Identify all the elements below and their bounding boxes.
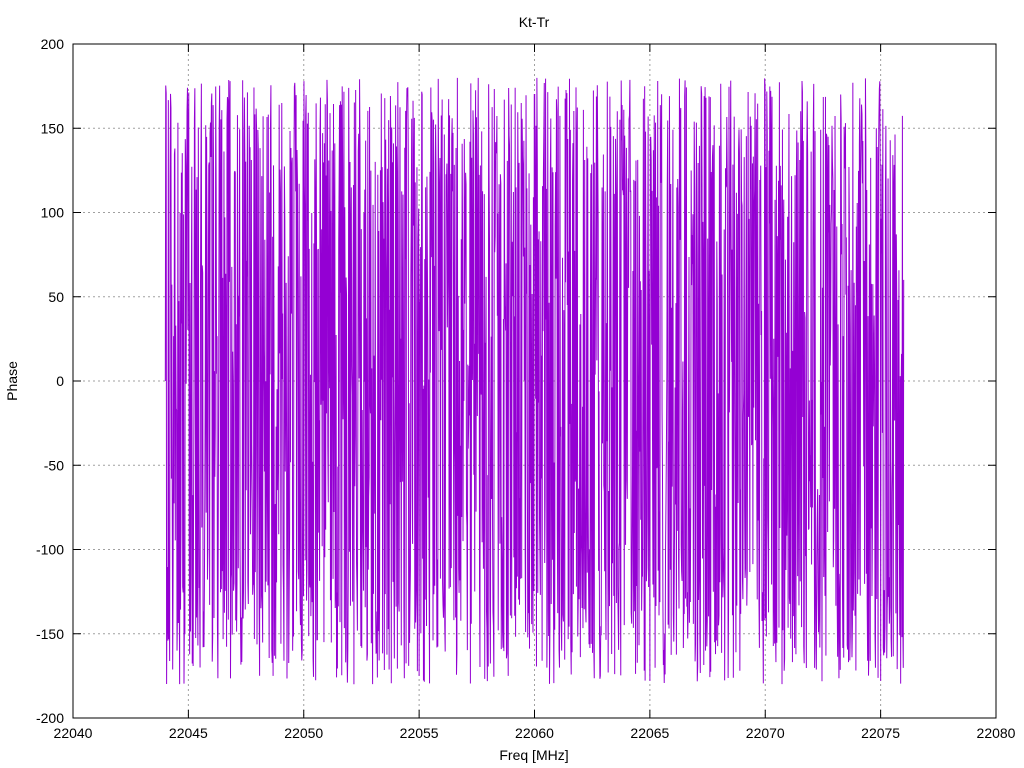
x-tick-label: 22060 — [515, 725, 554, 741]
y-tick-label: -150 — [36, 626, 64, 642]
chart-title: Kt-Tr — [519, 14, 550, 30]
x-axis-label: Freq [MHz] — [499, 747, 568, 763]
y-tick-label: -100 — [36, 542, 64, 558]
tick-marks — [72, 43, 997, 719]
x-tick-label: 22080 — [977, 725, 1016, 741]
x-tick-label: 22045 — [169, 725, 208, 741]
x-tick-label: 22075 — [861, 725, 900, 741]
phase-series-line — [164, 77, 905, 685]
series-layer — [164, 77, 905, 685]
x-tick-label: 22055 — [400, 725, 439, 741]
y-tick-label: 50 — [48, 289, 64, 305]
y-axis-label: Phase — [4, 361, 20, 401]
y-tick-label: -200 — [36, 710, 64, 726]
y-tick-label: 100 — [41, 205, 65, 221]
x-tick-label: 22065 — [630, 725, 669, 741]
x-tick-labels: 22040 22045 22050 22055 22060 22065 22070 22075… — [54, 725, 1016, 741]
x-tick-label: 22050 — [284, 725, 323, 741]
y-tick-label: 200 — [41, 36, 65, 52]
y-tick-label: -50 — [44, 457, 64, 473]
y-tick-label: 0 — [56, 373, 64, 389]
x-tick-label: 22070 — [746, 725, 785, 741]
y-tick-label: 150 — [41, 120, 65, 136]
x-tick-label: 22040 — [54, 725, 93, 741]
y-tick-labels: 200 150 100 50 0 -50 -100 -150 -200 — [36, 36, 64, 726]
